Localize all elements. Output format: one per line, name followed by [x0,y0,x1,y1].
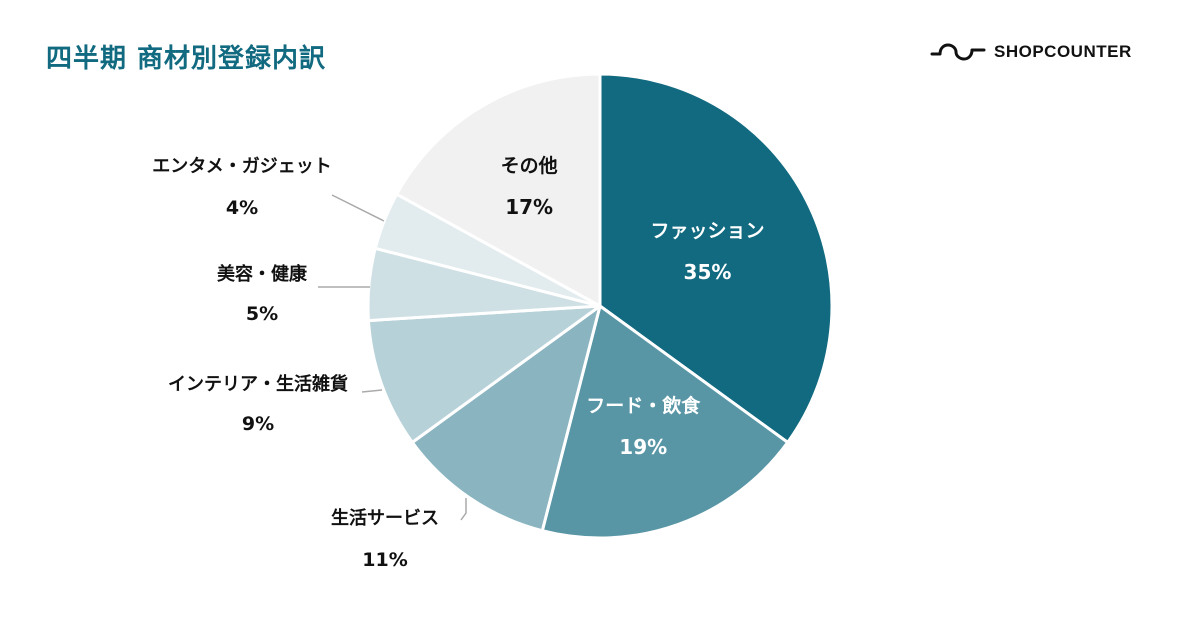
slice-label: インテリア・生活雑貨 [168,373,348,395]
pie-slice [598,72,834,444]
pie-slice [540,304,790,540]
slice-value-label: 17% [505,195,553,219]
slice-value-label: 19% [619,435,667,459]
slice-label: ファッション [650,220,764,242]
slice-value-label: 5% [246,303,278,325]
slice-value-label: 35% [684,260,732,284]
slice-value-label: 9% [242,413,274,435]
pie-slice [366,304,602,444]
slice-label: フード・飲食 [586,394,701,417]
slice-label: 美容・健康 [217,263,308,285]
leader-line [331,194,385,222]
pie-slice [410,304,602,533]
slice-label: エンタメ・ガジェット [152,156,331,177]
shopcounter-logo: SHOPCOUNTER [930,42,1132,62]
slice-label: その他 [501,154,558,177]
pie-slice [395,72,602,308]
slice-label: 生活サービス [331,507,439,529]
slice-value-label: 4% [226,197,258,219]
wave-logo-icon [930,43,986,61]
leader-line [460,498,467,521]
chart-title: 四半期 商材別登録内訳 [46,44,327,74]
slice-value-label: 11% [362,549,407,571]
leader-line [361,389,383,393]
logo-text: SHOPCOUNTER [994,42,1132,61]
